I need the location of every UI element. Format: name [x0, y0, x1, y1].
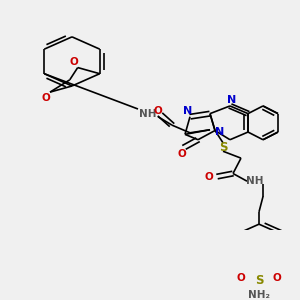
- Text: O: O: [273, 273, 281, 283]
- Text: S: S: [219, 141, 227, 154]
- Text: S: S: [255, 274, 263, 287]
- Text: N: N: [227, 95, 237, 105]
- Text: O: O: [205, 172, 213, 182]
- Text: O: O: [154, 106, 162, 116]
- Text: O: O: [69, 57, 78, 67]
- Text: N: N: [183, 106, 193, 116]
- Text: O: O: [42, 92, 50, 103]
- Text: O: O: [178, 148, 186, 158]
- Text: N: N: [215, 127, 225, 137]
- Text: NH: NH: [246, 176, 264, 186]
- Text: O: O: [237, 273, 245, 283]
- Text: NH₂: NH₂: [248, 290, 270, 300]
- Text: NH: NH: [139, 109, 157, 118]
